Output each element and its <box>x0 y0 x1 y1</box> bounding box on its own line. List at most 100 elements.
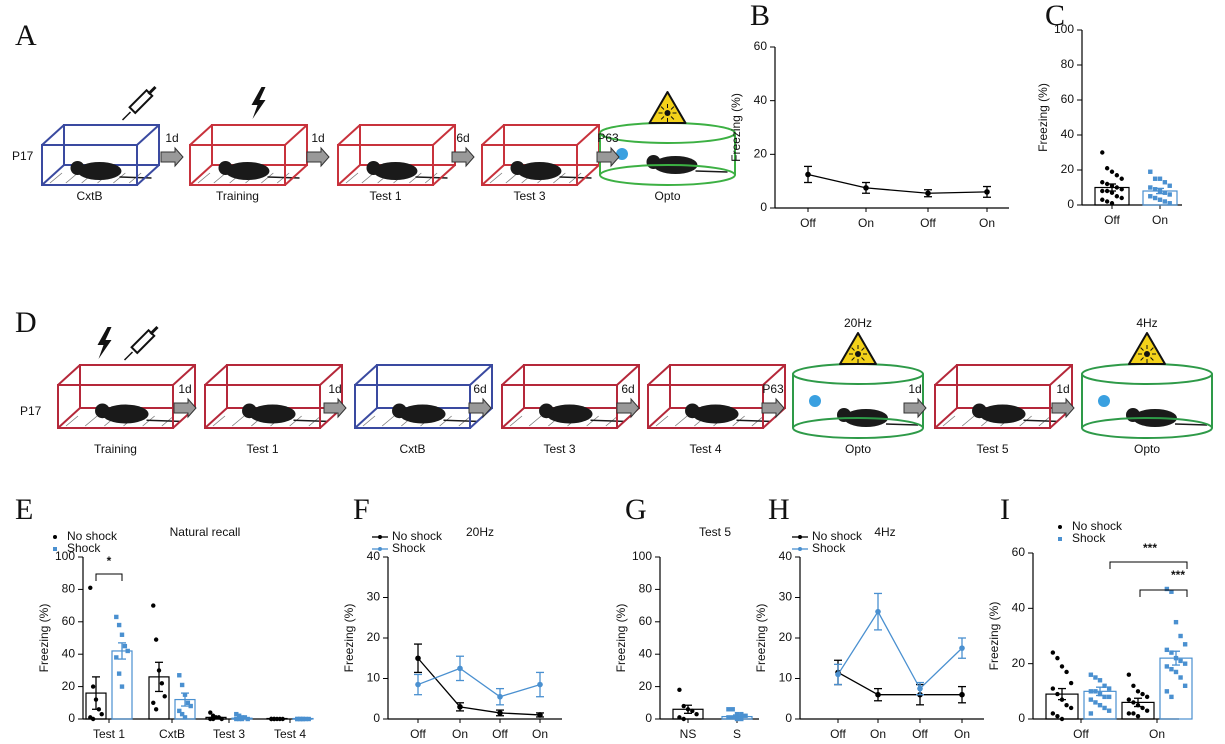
step-label: Test 3 <box>543 442 575 456</box>
mouse-head <box>95 403 110 419</box>
mouse-tail <box>1174 423 1208 426</box>
data-point <box>457 704 463 710</box>
data-point <box>1164 689 1170 694</box>
step-label: CxtB <box>399 442 425 456</box>
y-tick-label: 40 <box>754 93 768 107</box>
floor-grid <box>489 172 503 184</box>
data-point <box>177 708 182 714</box>
cage-back <box>226 364 343 409</box>
data-point <box>1102 694 1107 700</box>
data-point <box>875 691 881 698</box>
mouse-body <box>77 162 122 180</box>
laser-ray <box>1150 357 1154 361</box>
data-point <box>1106 694 1112 700</box>
data-point <box>959 645 965 651</box>
y-tick-label: 60 <box>62 614 76 628</box>
cage-edge <box>136 124 160 146</box>
mouse-tail <box>736 419 771 423</box>
data-point <box>1178 675 1183 680</box>
y-tick-label: 10 <box>779 671 793 685</box>
arrow <box>468 397 492 419</box>
data-point <box>1148 169 1153 174</box>
data-point <box>677 687 682 693</box>
laser-ray <box>670 106 675 110</box>
data-point <box>179 682 185 688</box>
data-point <box>378 547 382 551</box>
data-point <box>1131 711 1136 716</box>
data-point <box>1093 675 1098 680</box>
data-point <box>1088 689 1094 694</box>
data-point <box>179 711 185 717</box>
cage-edge <box>647 364 671 386</box>
cage-edge <box>136 164 160 186</box>
significance-label: *** <box>1171 568 1185 582</box>
mouse-head <box>972 403 987 419</box>
cage-back <box>956 364 1073 409</box>
x-tick-label: Off <box>410 727 426 741</box>
x-tick-label: On <box>979 216 995 230</box>
step-label: CxtB <box>76 189 102 203</box>
cage-edge <box>41 164 65 186</box>
y-tick-label: 40 <box>779 549 793 563</box>
cage-edge <box>432 124 456 146</box>
data-point <box>739 716 744 722</box>
cage-edge <box>337 164 361 186</box>
stim-frequency: 4Hz <box>1136 316 1157 330</box>
y-axis-label: Freezing (%) <box>729 93 743 162</box>
x-tick-label: Off <box>920 216 936 230</box>
cage-edge <box>481 164 505 186</box>
data-point <box>1178 658 1183 664</box>
laser-ray <box>851 357 855 361</box>
data-point <box>1106 708 1112 713</box>
mouse-body <box>399 404 446 424</box>
data-point <box>1126 697 1132 702</box>
step-label: Test 1 <box>369 189 401 203</box>
data-point <box>1119 176 1124 181</box>
data-point <box>1050 650 1056 655</box>
data-point <box>208 710 213 715</box>
y-tick-label: 40 <box>639 646 653 660</box>
cage-edge <box>469 364 493 386</box>
data-point <box>1050 711 1056 716</box>
data-point <box>119 684 125 689</box>
y-tick-label: 100 <box>55 549 75 563</box>
data-point <box>1102 683 1107 688</box>
step-label: Training <box>216 189 259 203</box>
arrow <box>173 397 197 419</box>
interval-label: 6d <box>456 131 469 145</box>
floor-grid <box>113 172 126 184</box>
x-tick-label: On <box>452 727 468 741</box>
data-point <box>1126 672 1132 677</box>
laser-spot <box>809 395 821 407</box>
data-point <box>1058 537 1062 541</box>
data-point <box>681 716 686 722</box>
data-point <box>415 655 421 662</box>
data-point <box>1182 642 1188 647</box>
x-tick-label: CxtB <box>159 727 185 741</box>
data-point <box>1152 195 1158 201</box>
data-point <box>984 189 990 195</box>
data-point <box>1131 700 1136 705</box>
cage-edge <box>354 364 378 386</box>
y-tick-label: 30 <box>779 590 793 604</box>
significance-label: *** <box>1143 541 1157 555</box>
data-point <box>743 713 748 718</box>
y-tick-label: 20 <box>754 147 768 161</box>
floor-grid <box>362 415 376 427</box>
floor-grid <box>528 415 542 427</box>
laser-ray <box>1140 347 1144 351</box>
data-point <box>1152 176 1158 181</box>
arrow <box>1051 397 1075 419</box>
data-point <box>114 614 119 620</box>
y-tick-label: 20 <box>639 679 653 693</box>
y-axis-label: Freezing (%) <box>342 604 356 673</box>
mouse-body <box>517 162 562 180</box>
mouse-head <box>646 155 661 169</box>
data-point <box>677 715 682 720</box>
data-point <box>1182 683 1188 688</box>
y-tick-label: 30 <box>367 590 381 604</box>
series-line <box>417 657 541 716</box>
cage-edge <box>189 124 213 146</box>
data-point <box>1104 199 1110 204</box>
data-point <box>99 711 104 717</box>
